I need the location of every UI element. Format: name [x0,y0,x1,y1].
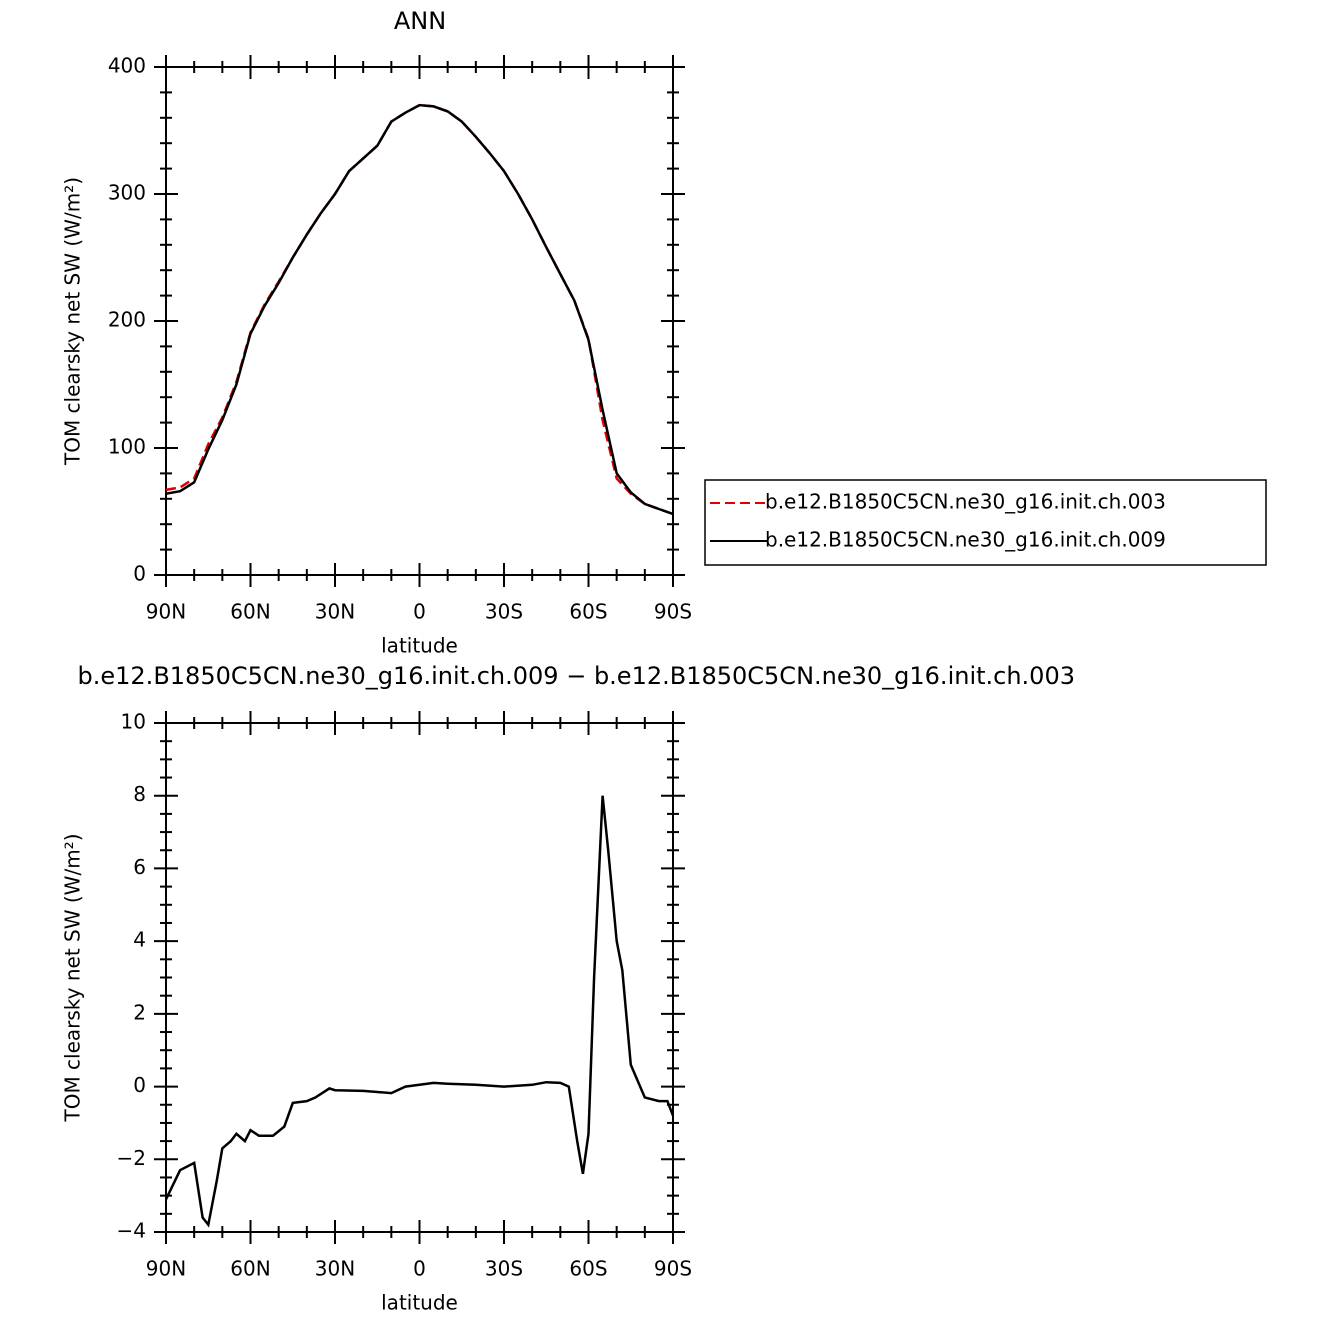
y-tick-label: 6 [133,855,146,879]
x-axis-label: latitude [381,634,458,658]
x-tick-label: 60S [569,600,607,624]
x-tick-label: 90S [654,1257,692,1281]
x-tick-label: 60N [230,1257,270,1281]
data-line [165,103,674,516]
y-tick-label: 10 [121,710,146,734]
data-line [164,795,675,1228]
x-axis-label: latitude [381,1291,458,1315]
y-tick-label: 100 [108,435,146,459]
chart-title: b.e12.B1850C5CN.ne30_g16.init.ch.009 − b… [78,662,1075,690]
x-tick-label: 0 [413,600,426,624]
data-line [165,103,674,516]
x-tick-label: 90S [654,600,692,624]
x-tick-label: 90N [146,600,186,624]
x-tick-label: 30N [315,600,355,624]
y-tick-label: 400 [108,54,146,78]
y-axis-label: TOM clearsky net SW (W/m²) [61,177,85,466]
plot-frame [165,722,674,1233]
x-tick-label: 30S [485,1257,523,1281]
legend-label: b.e12.B1850C5CN.ne30_g16.init.ch.009 [765,528,1166,552]
x-tick-label: 30S [485,600,523,624]
y-tick-label: 8 [133,782,146,806]
y-axis-label: TOM clearsky net SW (W/m²) [61,833,85,1122]
y-tick-label: 0 [133,1073,146,1097]
x-tick-label: 30N [315,1257,355,1281]
y-tick-label: 2 [133,1000,146,1024]
y-tick-label: −2 [117,1146,146,1170]
x-tick-label: 60N [230,600,270,624]
chart-title: ANN [394,7,446,35]
y-tick-label: 0 [133,562,146,586]
x-tick-label: 0 [413,1257,426,1281]
legend-box [704,479,1267,566]
legend-label: b.e12.B1850C5CN.ne30_g16.init.ch.003 [765,490,1166,514]
plot-frame [165,66,674,576]
x-tick-label: 60S [569,1257,607,1281]
y-tick-label: −4 [117,1219,146,1243]
y-tick-label: 4 [133,928,146,952]
y-tick-label: 200 [108,308,146,332]
x-tick-label: 90N [146,1257,186,1281]
y-tick-label: 300 [108,181,146,205]
